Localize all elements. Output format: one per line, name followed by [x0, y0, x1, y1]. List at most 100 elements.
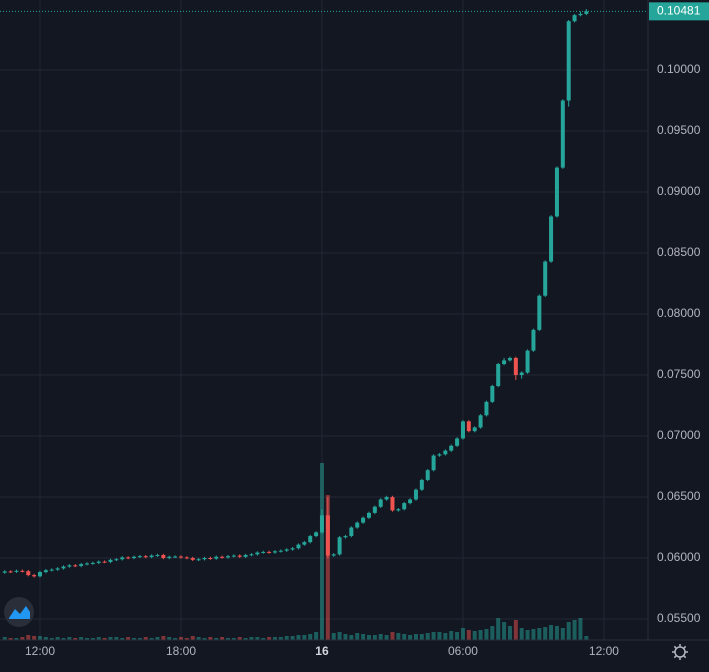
- volume-bar: [278, 637, 283, 640]
- y-tick-label: 0.07500: [657, 367, 701, 381]
- volume-bar: [8, 638, 13, 640]
- candle-body: [290, 548, 295, 550]
- candle-body: [231, 555, 236, 557]
- gear-teeth[interactable]: [672, 644, 688, 660]
- candle-body: [496, 364, 501, 387]
- candle-body: [325, 515, 330, 556]
- candle-body: [161, 554, 166, 559]
- y-tick-label: 0.08500: [657, 245, 701, 259]
- volume-bar: [225, 638, 230, 640]
- candle-body: [167, 556, 172, 559]
- candle-body: [431, 455, 436, 471]
- volume-bar: [284, 636, 289, 640]
- candle-body: [455, 438, 460, 446]
- volume-bar: [237, 637, 242, 640]
- volume-bar: [184, 638, 189, 640]
- x-tick-label: 18:00: [166, 644, 196, 658]
- y-tick-label: 0.06500: [657, 489, 701, 503]
- last-price-label: 0.10481: [657, 4, 701, 18]
- candle-body: [396, 509, 401, 511]
- candle-body: [173, 556, 178, 558]
- volume-bar: [302, 635, 307, 640]
- candle-body: [267, 551, 272, 553]
- volume-bar: [466, 630, 471, 640]
- volume-bar: [267, 637, 272, 640]
- volume-bar: [161, 636, 166, 640]
- candle-body: [361, 517, 366, 523]
- volume-bar: [560, 628, 565, 640]
- volume-pane: [2, 463, 589, 640]
- candle-body: [32, 575, 37, 577]
- volume-bar: [425, 633, 430, 640]
- volume-bar: [61, 638, 66, 640]
- candle-body: [43, 570, 48, 573]
- candle-body: [143, 556, 148, 558]
- y-tick-label: 0.10000: [657, 62, 701, 76]
- volume-bar: [73, 638, 78, 640]
- candle-body: [278, 550, 283, 552]
- candle-body: [102, 561, 107, 563]
- logo: [4, 597, 34, 627]
- candle-body: [443, 450, 448, 455]
- candle-body: [572, 15, 577, 22]
- volume-bar: [419, 634, 424, 640]
- volume-bar: [549, 625, 554, 640]
- volume-bar: [502, 622, 507, 640]
- volume-bar: [143, 637, 148, 640]
- candle-body: [243, 554, 248, 557]
- volume-bar: [484, 629, 489, 640]
- candle-body: [513, 357, 518, 376]
- candle-body: [314, 532, 319, 537]
- candle-body: [190, 558, 195, 560]
- candle-body: [343, 536, 348, 538]
- volume-bar: [384, 635, 389, 640]
- candle-body: [449, 445, 454, 451]
- y-tick-label: 0.09000: [657, 184, 701, 198]
- candle-body: [73, 565, 78, 567]
- logo-mark: [9, 606, 30, 619]
- candle-body: [55, 568, 60, 570]
- volume-bar: [325, 495, 330, 640]
- x-tick-label: 16: [315, 644, 329, 658]
- volume-bar: [261, 638, 266, 640]
- volume-bar: [231, 638, 236, 640]
- candle-body: [543, 261, 548, 296]
- candle-body: [178, 556, 183, 558]
- candle-body: [67, 565, 72, 567]
- y-tick-label: 0.08000: [657, 306, 701, 320]
- candle-body: [196, 559, 201, 561]
- candle-body: [96, 561, 101, 563]
- volume-bar: [49, 638, 54, 640]
- candle-body: [38, 572, 43, 577]
- volume-bar: [137, 638, 142, 640]
- volume-bar: [79, 637, 84, 640]
- volume-bar: [455, 632, 460, 640]
- candle-body: [566, 21, 571, 101]
- candle-body: [560, 100, 565, 168]
- y-tick-label: 0.05500: [657, 611, 701, 625]
- volume-bar: [190, 636, 195, 640]
- volume-bar: [531, 629, 536, 640]
- volume-bar: [408, 635, 413, 640]
- settings-icon[interactable]: [672, 644, 688, 660]
- volume-bar: [220, 637, 225, 640]
- candle-body: [466, 421, 471, 432]
- candle-body: [578, 13, 583, 16]
- volume-bar: [337, 632, 342, 640]
- candle-body: [408, 499, 413, 504]
- volume-bar: [108, 637, 113, 640]
- candle-body: [2, 571, 7, 573]
- volume-bar: [290, 636, 295, 640]
- candle-body: [402, 503, 407, 510]
- volume-bar: [55, 637, 60, 640]
- volume-bar: [519, 628, 524, 640]
- volume-bar: [496, 618, 501, 640]
- candle-body: [249, 554, 254, 556]
- candle-body: [519, 372, 524, 376]
- volume-bar: [554, 626, 559, 640]
- candle-body: [460, 421, 465, 439]
- volume-bar: [513, 620, 518, 640]
- candle-body: [296, 544, 301, 549]
- candle-body: [214, 556, 219, 559]
- candle-body: [413, 489, 418, 500]
